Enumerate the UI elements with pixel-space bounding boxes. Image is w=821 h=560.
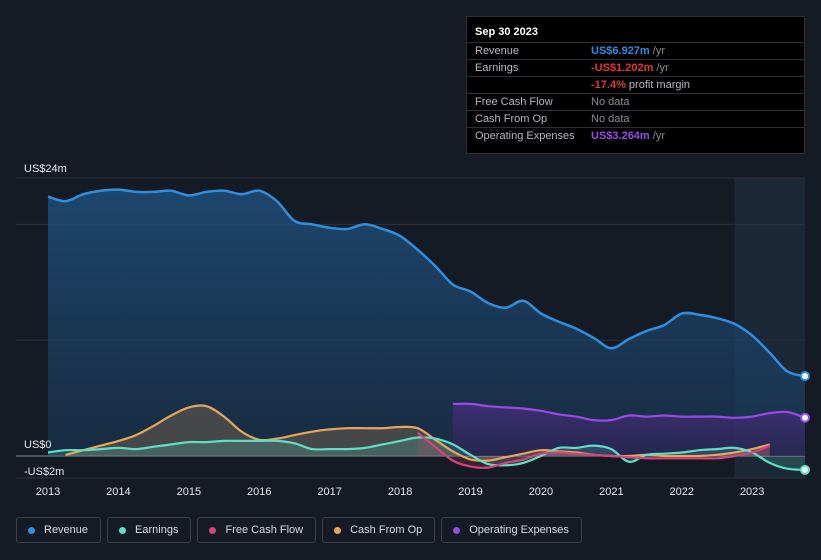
legend-label: Revenue	[44, 524, 89, 536]
legend-item-revenue[interactable]: Revenue	[16, 517, 102, 543]
tooltip-row-value: No data	[591, 96, 630, 108]
x-tick-label: 2023	[740, 486, 764, 498]
legend-dot-icon	[209, 526, 217, 534]
revenue-line[interactable]	[47, 188, 806, 378]
tooltip-row-label: Revenue	[475, 45, 520, 57]
x-tick-label: 2022	[670, 486, 694, 498]
legend: Revenue Earnings Free Cash Flow Cash From O…	[16, 517, 582, 545]
tooltip-row: Cash From Op No data	[467, 110, 804, 128]
legend-item-operating-expenses[interactable]: Operating Expenses	[441, 517, 582, 543]
operating-expenses-line[interactable]	[452, 402, 806, 422]
x-tick-label: 2018	[388, 486, 412, 498]
earnings-line[interactable]	[47, 436, 806, 471]
operating-expenses-end-marker[interactable]	[800, 412, 810, 423]
x-tick-label: 2013	[36, 486, 60, 498]
x-tick-label: 2020	[529, 486, 553, 498]
x-tick-label: 2017	[317, 486, 341, 498]
legend-dot-icon	[28, 526, 35, 534]
legend-label: Free Cash Flow	[225, 524, 304, 536]
earnings-end-marker[interactable]	[800, 464, 810, 475]
tooltip-row-value: -17.4% profit margin	[591, 79, 691, 91]
tooltip-row: -17.4% profit margin	[467, 76, 804, 94]
tooltip-row: Revenue US$6.927m /yr	[467, 42, 804, 60]
tooltip-row-label: Earnings	[475, 62, 519, 74]
y-tick-label: US$24m	[24, 163, 67, 175]
legend-item-cash-from-op[interactable]: Cash From Op	[322, 517, 436, 543]
tooltip-row-label: Operating Expenses	[475, 130, 575, 142]
legend-dot-icon	[334, 526, 342, 534]
legend-item-free-cash-flow[interactable]: Free Cash Flow	[197, 517, 317, 543]
revenue-end-marker[interactable]	[800, 371, 810, 382]
tooltip-row-value: US$6.927m /yr	[591, 45, 665, 57]
tooltip-row-label: Cash From Op	[475, 113, 548, 125]
legend-dot-icon	[453, 526, 461, 534]
revenue-area	[48, 189, 805, 456]
tooltip-row-value: US$3.264m /yr	[591, 130, 665, 142]
legend-item-earnings[interactable]: Earnings	[107, 517, 192, 543]
x-tick-label: 2016	[247, 486, 271, 498]
tooltip-row: Operating Expenses US$3.264m /yr	[467, 127, 804, 145]
tooltip-row-value: No data	[591, 113, 630, 125]
tooltip-date: Sep 30 2023	[475, 26, 538, 38]
legend-dot-icon	[119, 526, 127, 534]
legend-label: Earnings	[135, 524, 179, 536]
y-tick-label: US$0	[24, 439, 52, 451]
legend-label: Cash From Op	[350, 524, 423, 536]
tooltip-row-label: Free Cash Flow	[475, 96, 553, 108]
free-cash-flow-area	[417, 432, 770, 468]
tooltip-row-value: -US$1.202m /yr	[591, 62, 669, 74]
legend-label: Operating Expenses	[469, 524, 569, 536]
tooltip-row: Earnings -US$1.202m /yr	[467, 59, 804, 77]
x-tick-label: 2021	[599, 486, 623, 498]
tooltip-panel: Sep 30 2023 Revenue US$6.927m /yr Earnings…	[466, 16, 805, 154]
x-tick-label: 2019	[458, 486, 482, 498]
x-tick-label: 2015	[177, 486, 201, 498]
free-cash-flow-line[interactable]	[417, 431, 771, 469]
tooltip-row: Free Cash Flow No data	[467, 93, 804, 111]
y-tick-label: -US$2m	[24, 466, 64, 478]
earnings-area	[48, 437, 805, 470]
x-tick-label: 2014	[106, 486, 130, 498]
